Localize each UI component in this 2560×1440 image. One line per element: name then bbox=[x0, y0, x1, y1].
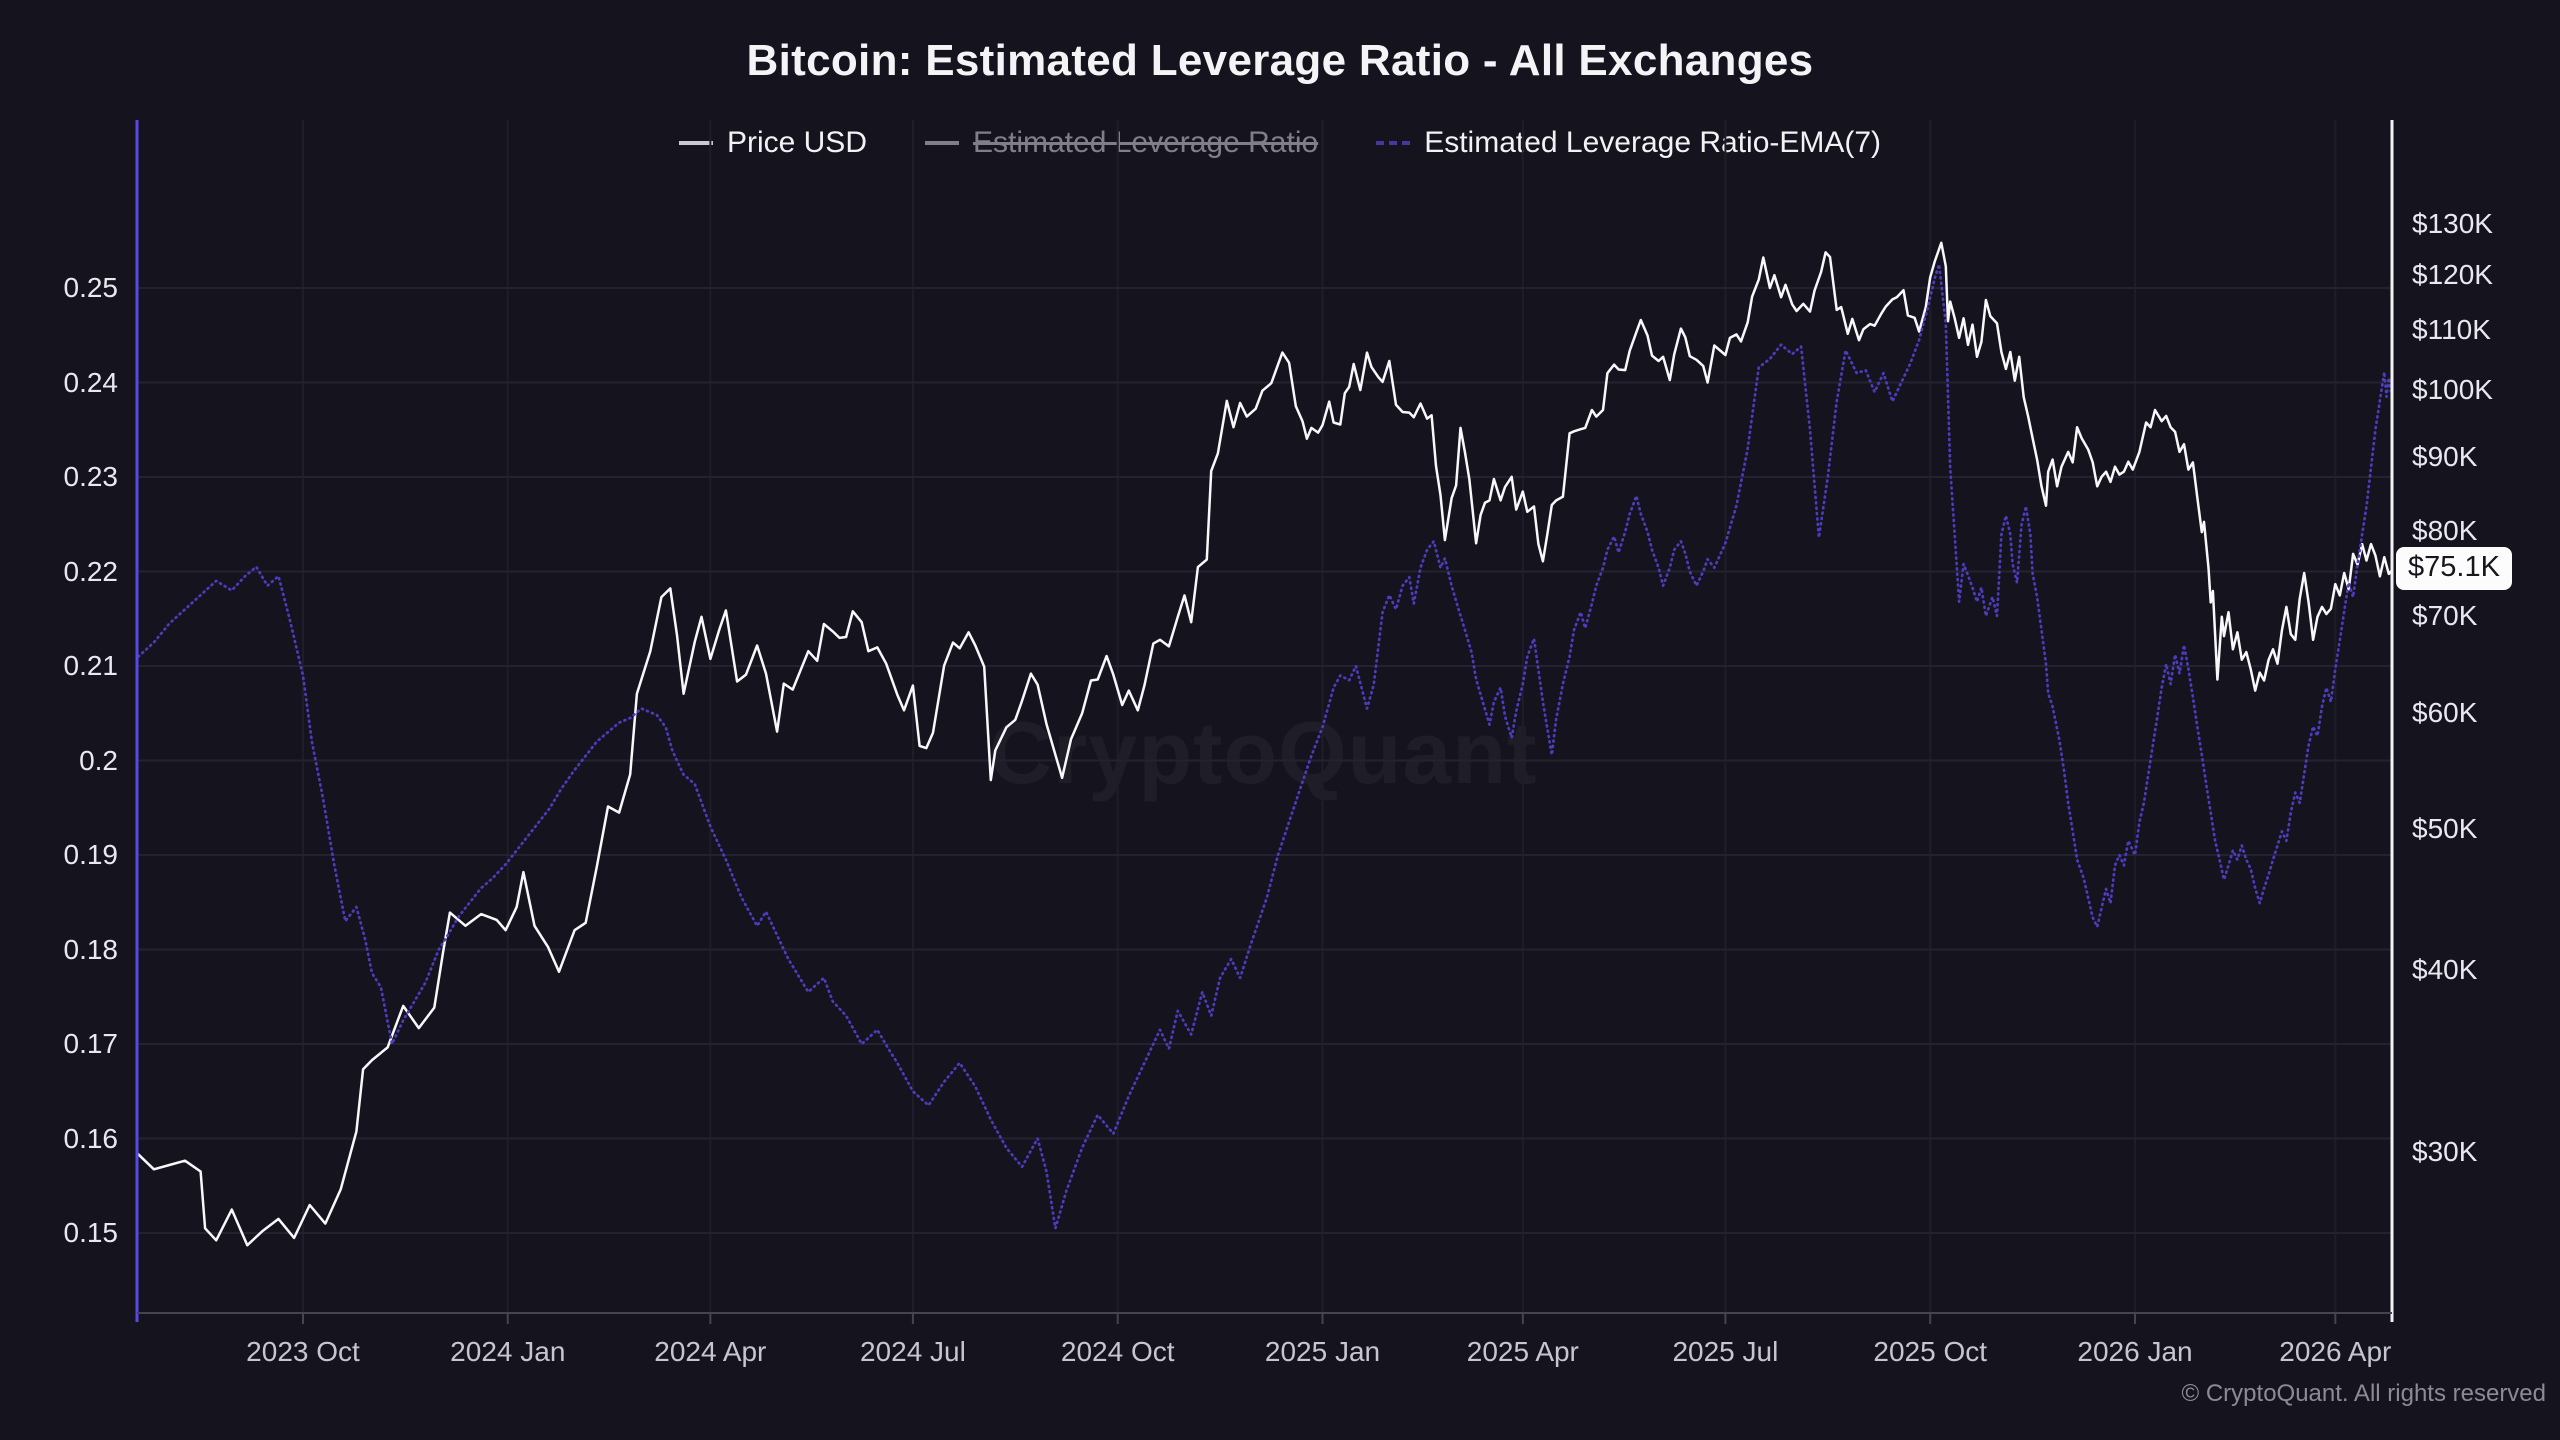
y-right-tick-label: $40K bbox=[2412, 954, 2478, 986]
x-tick-label: 2024 Oct bbox=[1060, 1336, 1175, 1367]
page-title: Bitcoin: Estimated Leverage Ratio - All … bbox=[746, 36, 1814, 85]
y-right-tick-label: $110K bbox=[2412, 313, 2491, 345]
ema-line-marker-icon bbox=[1376, 141, 1411, 145]
y-right-tick-label: $50K bbox=[2412, 812, 2478, 844]
x-tick-label: 2025 Jan bbox=[1264, 1336, 1381, 1367]
price-line-marker-icon bbox=[678, 141, 713, 145]
y-left-tick-label: 0.16 bbox=[63, 1122, 119, 1154]
y-right-tick-label: $100K bbox=[2412, 374, 2493, 406]
last-price-badge: $75.1K bbox=[2396, 547, 2512, 590]
y-left-tick-label: 0.23 bbox=[63, 461, 119, 492]
legend-item-price-usd[interactable]: Price USD bbox=[678, 126, 867, 160]
y-left-tick-label: 0.19 bbox=[63, 839, 119, 870]
x-tick-label: 2026 Apr bbox=[2279, 1336, 2392, 1367]
y-right-tick-label: $60K bbox=[2412, 697, 2478, 729]
x-tick-label: 2024 Jul bbox=[859, 1336, 966, 1367]
y-left-tick-label: 0.24 bbox=[63, 366, 119, 398]
y-left-tick-label: 0.21 bbox=[63, 650, 119, 681]
x-tick-label: 2024 Apr bbox=[654, 1336, 767, 1367]
legend: Price USD Estimated Leverage Ratio Estim… bbox=[0, 126, 2560, 160]
x-tick-label: 2025 Apr bbox=[1466, 1336, 1579, 1367]
x-tick-label: 2024 Jan bbox=[450, 1336, 566, 1367]
y-right-tick-label: $70K bbox=[2412, 599, 2478, 631]
legend-item-estimated-leverage-ratio[interactable]: Estimated Leverage Ratio bbox=[924, 126, 1319, 160]
legend-label-price-usd: Price USD bbox=[726, 126, 867, 159]
legend-item-leverage-ema7[interactable]: Estimated Leverage Ratio-EMA(7) bbox=[1376, 126, 1881, 160]
y-right-tick-label: $80K bbox=[2412, 515, 2478, 547]
y-left-tick-label: 0.15 bbox=[63, 1217, 119, 1248]
y-left-tick-label: 0.17 bbox=[63, 1028, 119, 1059]
x-tick-label: 2026 Jan bbox=[2077, 1336, 2193, 1367]
legend-label-leverage-ema7: Estimated Leverage Ratio-EMA(7) bbox=[1424, 126, 1882, 159]
leverage-ratio-line-marker-icon bbox=[924, 141, 959, 145]
x-tick-label: 2025 Oct bbox=[1873, 1336, 1988, 1367]
y-left-tick-label: 0.18 bbox=[63, 933, 119, 965]
y-right-tick-label: $30K bbox=[2412, 1136, 2478, 1168]
copyright-notice: © CryptoQuant. All rights reserved bbox=[2181, 1380, 2547, 1407]
y-right-tick-label: $130K bbox=[2412, 208, 2493, 239]
y-left-tick-label: 0.25 bbox=[63, 272, 119, 303]
x-tick-label: 2023 Oct bbox=[246, 1336, 360, 1367]
y-left-tick-label: 0.2 bbox=[79, 744, 118, 776]
y-left-tick-label: 0.22 bbox=[63, 555, 119, 587]
legend-label-estimated-leverage-ratio: Estimated Leverage Ratio bbox=[972, 126, 1319, 159]
y-right-tick-label: $90K bbox=[2412, 440, 2478, 472]
y-right-tick-label: $120K bbox=[2412, 258, 2493, 290]
x-tick-label: 2025 Jul bbox=[1672, 1336, 1779, 1367]
